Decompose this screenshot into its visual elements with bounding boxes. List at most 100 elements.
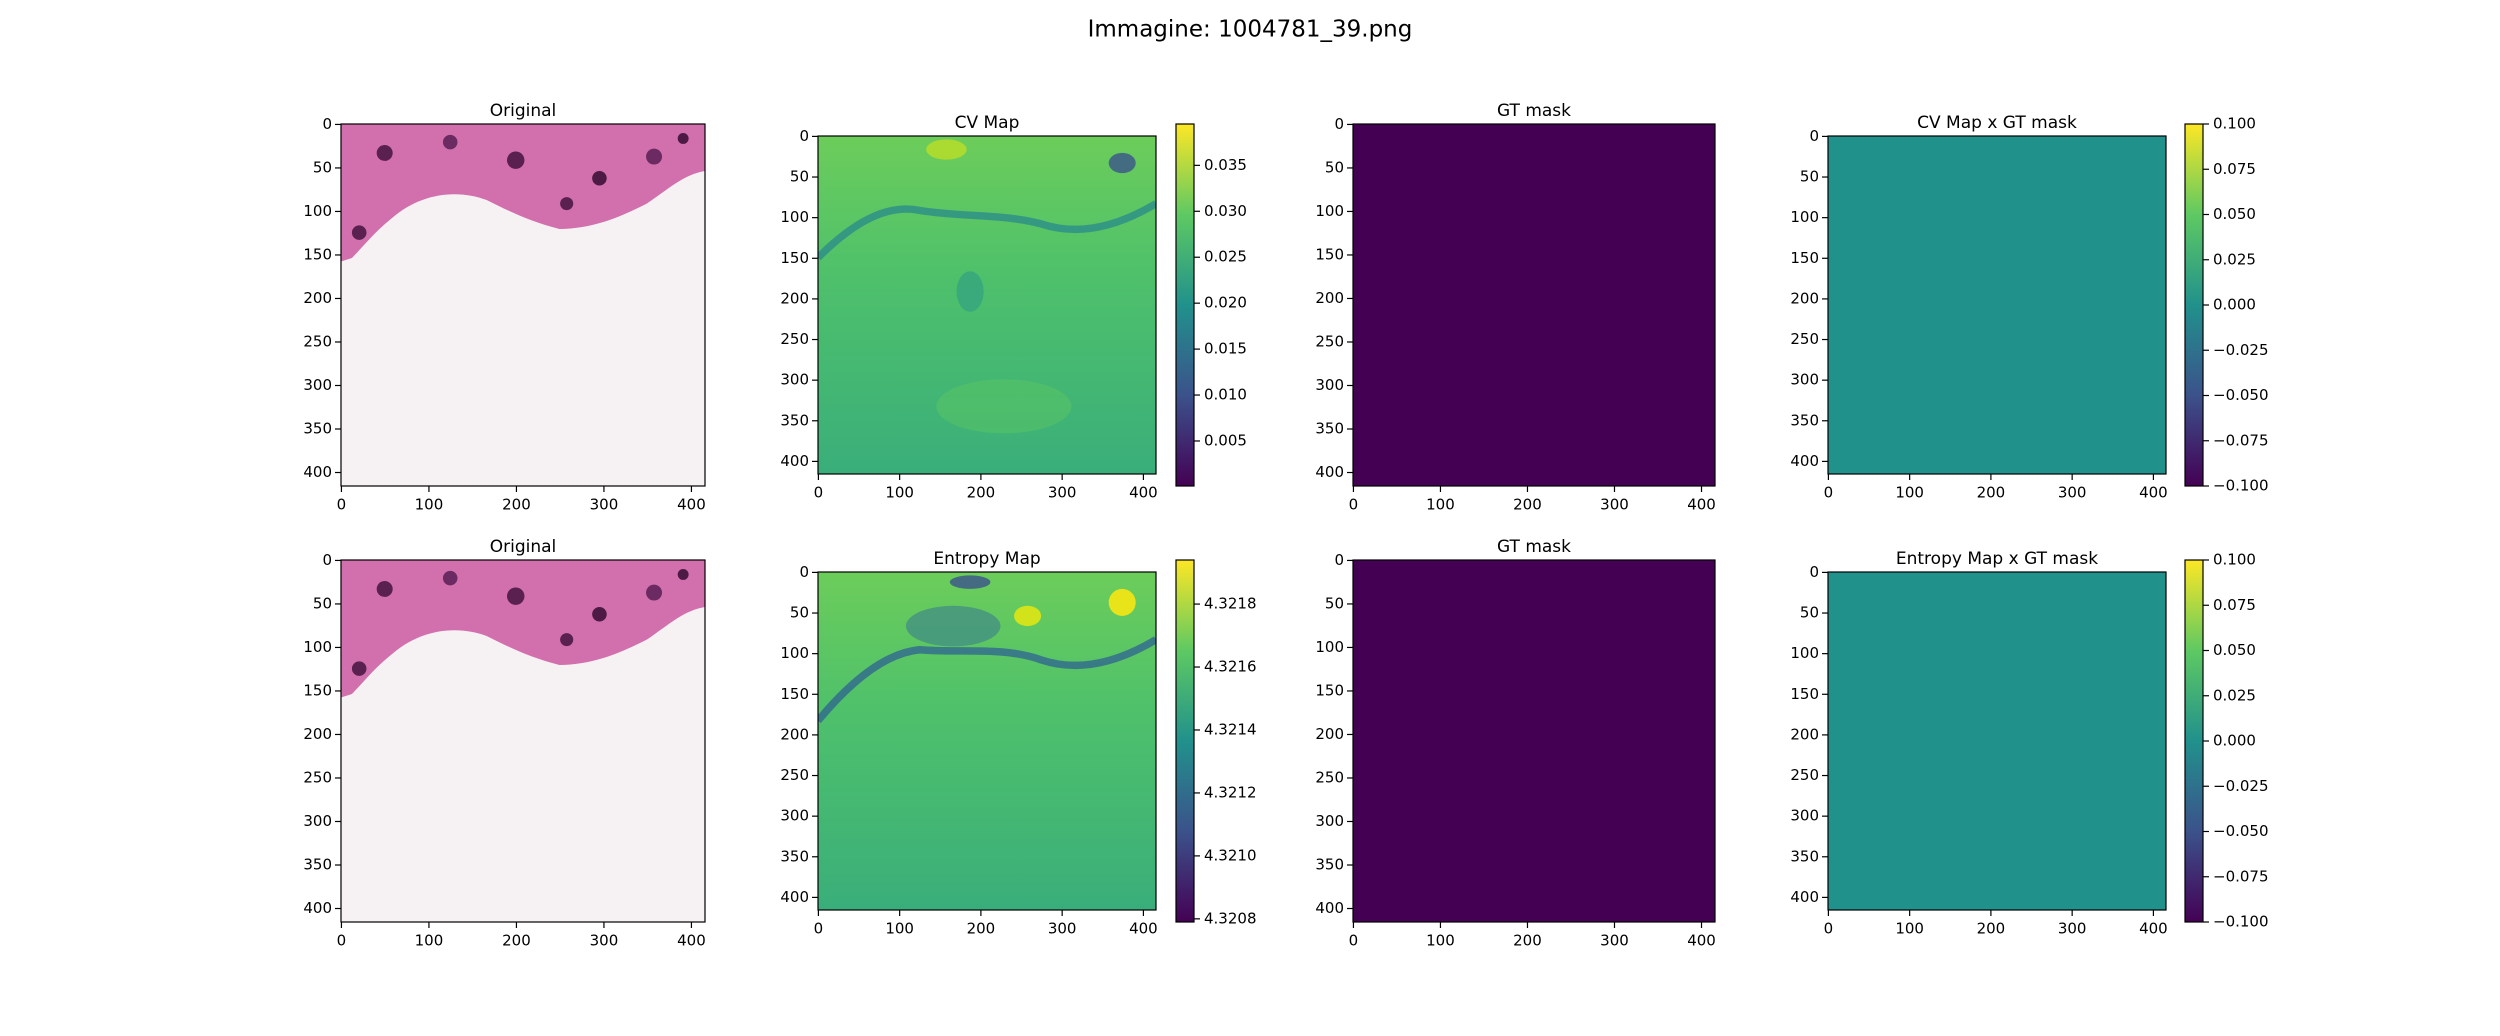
axes-frame: [1352, 559, 1716, 923]
y-tick-label: 0: [1809, 127, 1819, 145]
y-tick-label: 350: [303, 420, 332, 438]
y-tick-label: 150: [780, 249, 809, 267]
y-tick-label: 300: [1315, 376, 1344, 394]
colorbar-tick-label: 0.000: [2213, 732, 2256, 750]
colorbar-tick-label: 0.050: [2213, 205, 2256, 223]
y-tick-label: 150: [1315, 681, 1344, 699]
colorbar-tick-label: 0.030: [1204, 202, 1247, 220]
colorbar: [2185, 124, 2203, 486]
colorbar-tick-label: −0.100: [2213, 913, 2269, 931]
x-tick-label: 300: [590, 932, 619, 950]
y-tick-label: 350: [1315, 420, 1344, 438]
colorbar-frame: [1175, 559, 1195, 923]
colorbar-tick-label: 0.050: [2213, 641, 2256, 659]
y-tick-label: 300: [1790, 807, 1819, 825]
y-tick-label: 350: [1790, 847, 1819, 865]
x-tick-label: 200: [967, 484, 996, 502]
y-tick-label: 400: [303, 899, 332, 917]
y-tick-label: 350: [1315, 856, 1344, 874]
figure-title: Immagine: 1004781_39.png: [1088, 17, 1413, 43]
x-tick-label: 200: [1513, 496, 1542, 514]
x-tick-label: 400: [2139, 920, 2168, 938]
y-tick-label: 150: [1790, 685, 1819, 703]
panel-title: Original: [490, 537, 557, 557]
y-tick-label: 250: [1790, 330, 1819, 348]
y-tick-label: 250: [1315, 768, 1344, 786]
x-tick-label: 100: [885, 484, 914, 502]
colorbar-tick-label: 0.015: [1204, 340, 1247, 358]
x-tick-label: 100: [1426, 496, 1455, 514]
x-tick-label: 0: [337, 496, 347, 514]
y-tick-label: 250: [780, 766, 809, 784]
colorbar-tick-label: 0.100: [2213, 551, 2256, 569]
y-tick-label: 100: [1315, 638, 1344, 656]
axes-frame: [1827, 571, 2167, 911]
y-tick-label: 300: [1315, 812, 1344, 830]
y-tick-label: 250: [303, 332, 332, 350]
x-tick-label: 0: [1824, 484, 1834, 502]
panel-title: Entropy Map x GT mask: [1896, 549, 2098, 569]
heatmap: [1828, 136, 2166, 474]
y-tick-label: 150: [1315, 245, 1344, 263]
x-tick-label: 200: [967, 920, 996, 938]
y-tick-label: 250: [303, 768, 332, 786]
image: [341, 560, 705, 922]
x-tick-label: 200: [1977, 920, 2006, 938]
y-tick-label: 400: [780, 452, 809, 470]
colorbar-tick-label: −0.075: [2213, 867, 2269, 885]
y-tick-label: 200: [1315, 289, 1344, 307]
colorbar: [2185, 560, 2203, 922]
mask: [1353, 560, 1715, 922]
colorbar-tick-label: 0.075: [2213, 596, 2256, 614]
panel-title: Original: [490, 101, 557, 121]
y-tick-label: 100: [1790, 208, 1819, 226]
axes-frame: [1352, 123, 1716, 487]
colorbar-tick-label: 0.075: [2213, 160, 2256, 178]
x-tick-label: 100: [1895, 920, 1924, 938]
y-tick-label: 0: [799, 127, 809, 145]
y-tick-label: 300: [303, 376, 332, 394]
y-tick-label: 100: [780, 644, 809, 662]
y-tick-label: 200: [303, 725, 332, 743]
heatmap: [818, 136, 1156, 474]
colorbar-tick-label: −0.075: [2213, 431, 2269, 449]
panel-title: CV Map x GT mask: [1917, 113, 2077, 133]
colorbar-tick-label: 4.3218: [1204, 595, 1257, 613]
y-tick-label: 150: [1790, 249, 1819, 267]
colorbar-tick-label: 4.3210: [1204, 846, 1257, 864]
y-tick-label: 0: [799, 563, 809, 581]
y-tick-label: 300: [780, 371, 809, 389]
axes-frame: [817, 135, 1157, 475]
y-tick-label: 0: [1334, 551, 1344, 569]
y-tick-label: 200: [1790, 725, 1819, 743]
x-tick-label: 300: [2058, 484, 2087, 502]
x-tick-label: 0: [814, 920, 824, 938]
y-tick-label: 150: [780, 685, 809, 703]
colorbar-tick-label: 0.035: [1204, 156, 1247, 174]
image: [341, 124, 705, 486]
y-tick-label: 50: [1325, 594, 1344, 612]
y-tick-label: 400: [780, 888, 809, 906]
y-tick-label: 100: [1790, 644, 1819, 662]
y-tick-label: 200: [780, 289, 809, 307]
x-tick-label: 0: [814, 484, 824, 502]
axes-frame: [340, 123, 706, 487]
y-tick-label: 400: [1315, 463, 1344, 481]
x-tick-label: 400: [1129, 484, 1158, 502]
y-tick-label: 350: [303, 856, 332, 874]
x-tick-label: 0: [1349, 932, 1359, 950]
colorbar-tick-label: 0.025: [1204, 248, 1247, 266]
y-tick-label: 200: [303, 289, 332, 307]
y-tick-label: 400: [1790, 888, 1819, 906]
y-tick-label: 50: [313, 594, 332, 612]
y-tick-label: 350: [1790, 411, 1819, 429]
x-tick-label: 100: [1895, 484, 1924, 502]
y-tick-label: 400: [1790, 452, 1819, 470]
y-tick-label: 200: [1315, 725, 1344, 743]
y-tick-label: 400: [1315, 899, 1344, 917]
axes-frame: [817, 571, 1157, 911]
x-tick-label: 300: [590, 496, 619, 514]
panel-title: CV Map: [955, 113, 1020, 133]
y-tick-label: 50: [1800, 168, 1819, 186]
panel-title: Entropy Map: [933, 549, 1040, 569]
